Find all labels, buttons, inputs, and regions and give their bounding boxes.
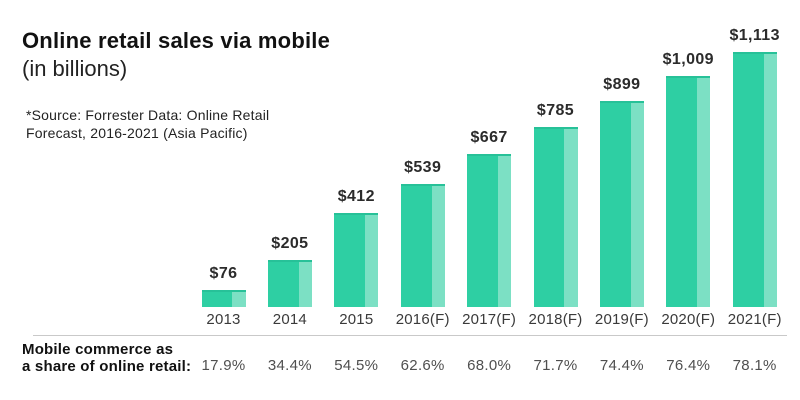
share-value: 71.7%: [533, 357, 578, 374]
x-axis-label: 2020(F): [661, 311, 716, 328]
x-axis-label: 2019(F): [594, 311, 649, 328]
bar-value-label: $76: [209, 264, 238, 282]
source-line-2: Forecast, 2016-2021 (Asia Pacific): [26, 125, 248, 141]
bar-value-label: $412: [337, 187, 375, 205]
share-value: 74.4%: [599, 357, 644, 374]
share-caption-line-2: a share of online retail:: [22, 358, 192, 375]
share-value: 78.1%: [732, 357, 777, 374]
bar-value-label: $667: [470, 128, 508, 146]
bar-value-label: $1,113: [729, 26, 780, 44]
bar-2019(F): [599, 100, 644, 307]
share-value: 17.9%: [201, 357, 246, 374]
bar-2018(F): [533, 126, 578, 307]
share-value: 62.6%: [400, 357, 445, 374]
bar-2021(F): [732, 51, 777, 307]
chart-subtitle: (in billions): [22, 56, 128, 81]
bar-2016(F): [400, 183, 445, 307]
bar-2014: [267, 259, 312, 307]
share-value: 68.0%: [467, 357, 512, 374]
bar-2015: [334, 212, 379, 307]
x-axis-label: 2016(F): [395, 311, 450, 328]
x-axis-label: 2013: [206, 311, 241, 328]
chart-title: Online retail sales via mobile: [22, 28, 331, 53]
bar-2017(F): [467, 153, 512, 307]
share-caption: Mobile commerce as a share of online ret…: [22, 341, 191, 375]
source-line-1: *Source: Forrester Data: Online Retail: [26, 107, 270, 123]
x-axis-label: 2015: [339, 311, 374, 328]
share-value: 54.5%: [334, 357, 379, 374]
source-note: *Source: Forrester Data: Online Retail F…: [26, 106, 269, 142]
x-axis-label: 2021(F): [727, 311, 782, 328]
divider-line: [33, 335, 787, 336]
x-axis-label: 2014: [272, 311, 307, 328]
share-value: 34.4%: [267, 357, 312, 374]
bar-value-label: $539: [404, 158, 442, 176]
bar-2020(F): [666, 75, 711, 307]
bar-2013: [201, 289, 246, 307]
x-axis-label: 2018(F): [528, 311, 583, 328]
share-caption-line-1: Mobile commerce as: [22, 341, 174, 358]
bar-value-label: $1,009: [662, 50, 714, 68]
bar-value-label: $785: [536, 101, 575, 119]
bar-value-label: $899: [603, 75, 641, 93]
share-value: 76.4%: [666, 357, 711, 374]
x-axis-label: 2017(F): [462, 311, 517, 328]
bar-value-label: $205: [271, 234, 309, 252]
